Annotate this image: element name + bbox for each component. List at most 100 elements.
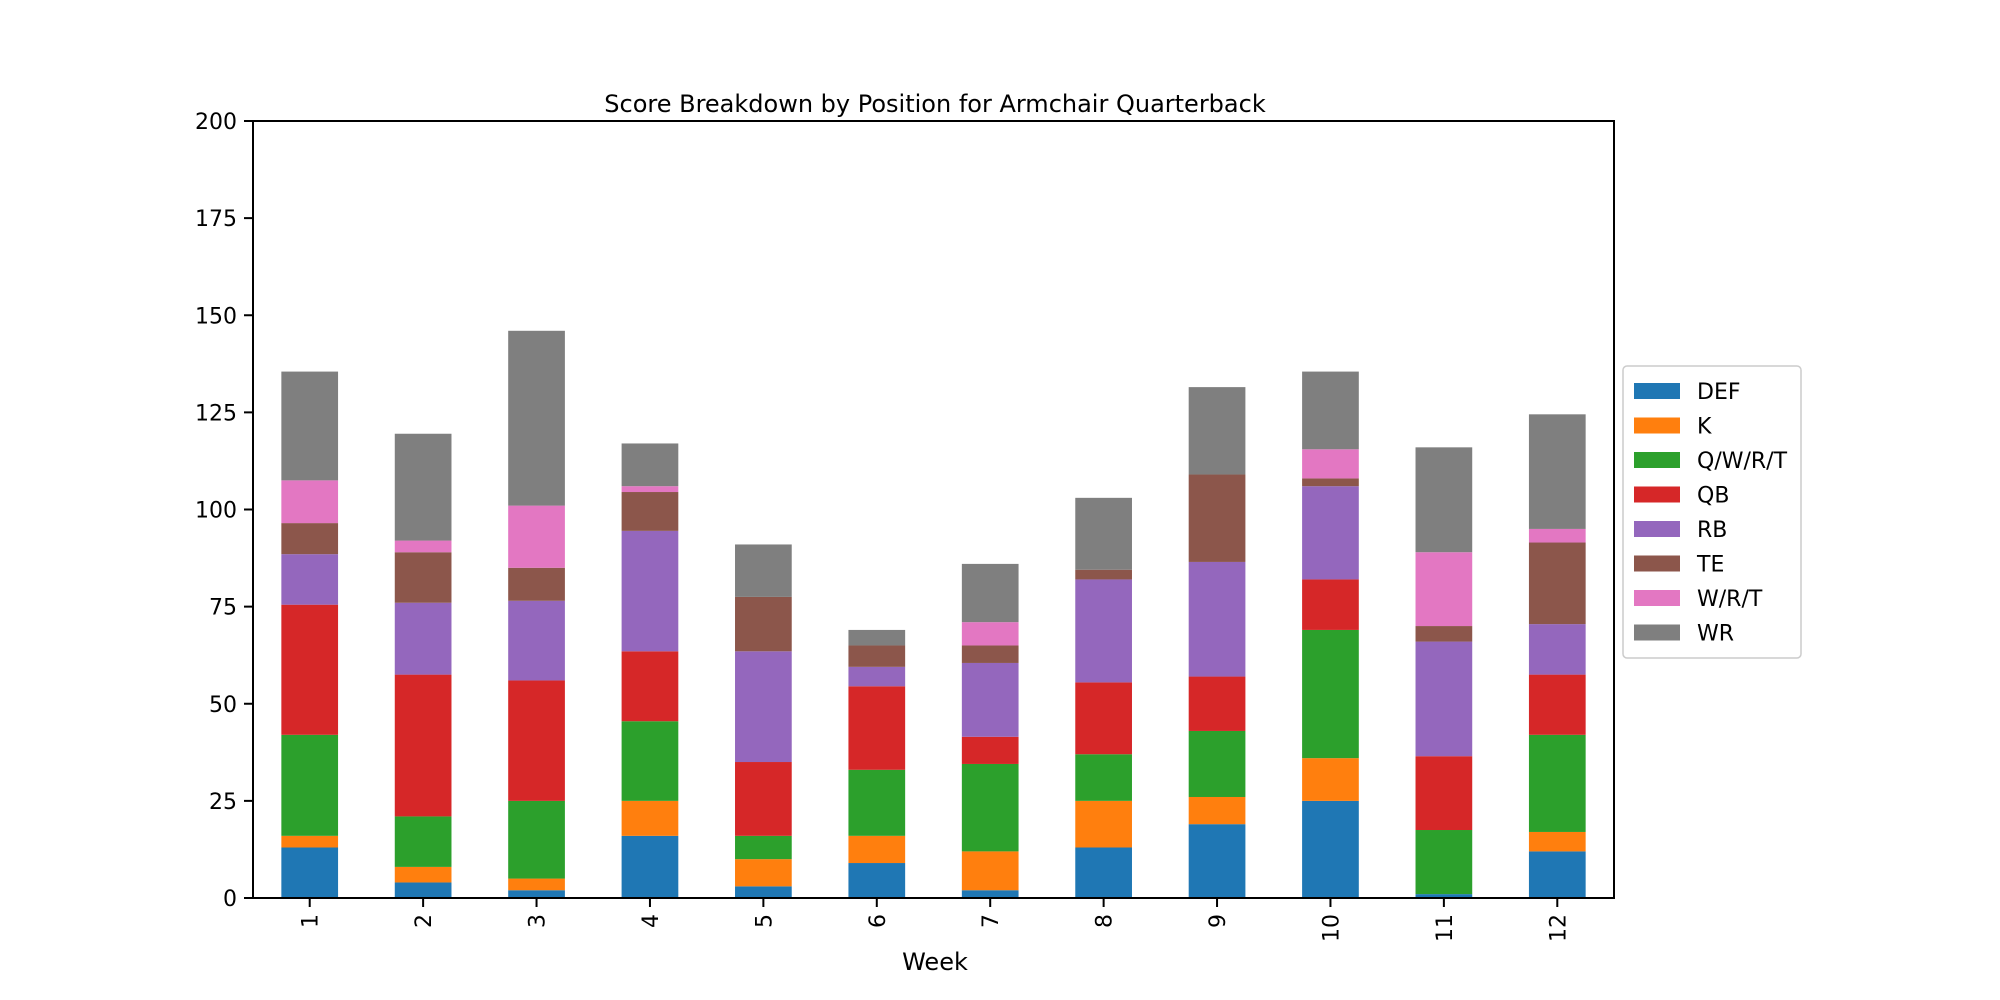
bar-segment-week-10-qb: [1302, 579, 1359, 630]
bar-segment-week-7-wr: [961, 563, 1019, 623]
legend-swatch-qb: [1634, 486, 1680, 503]
bar-segment-week-2-wr: [394, 433, 452, 541]
bar-segment-week-3-def: [508, 890, 565, 898]
bar-segment-week-1-w-r-t: [281, 480, 339, 524]
bar-segment-week-4-rb: [621, 530, 679, 652]
bar-segment-week-3-k: [508, 878, 565, 891]
bar-segment-week-5-wr: [735, 544, 792, 597]
chart-title: Score Breakdown by Position for Armchair…: [604, 90, 1266, 118]
bar-segment-week-11-wr: [1415, 447, 1473, 553]
x-tick-label: 10: [1319, 914, 1344, 942]
bar-segment-week-12-rb: [1528, 624, 1586, 675]
legend-box: [1622, 365, 1802, 659]
bar-segment-week-9-k: [1188, 796, 1246, 825]
bar-segment-week-8-wr: [1075, 497, 1132, 570]
legend-swatch-wr: [1634, 624, 1680, 641]
bar-segment-week-10-def: [1302, 800, 1359, 899]
y-tick-label: 50: [209, 693, 237, 718]
bar-segment-week-11-rb: [1415, 641, 1473, 757]
bar-segment-week-9-rb: [1188, 561, 1246, 677]
bar-segment-week-8-k: [1075, 800, 1132, 848]
bar-segment-week-12-wr: [1528, 414, 1586, 529]
bar-segment-week-11-q-w-r-t: [1415, 830, 1473, 895]
bar-segment-week-7-k: [961, 851, 1019, 891]
legend-swatch-te: [1634, 555, 1680, 572]
legend-swatch-q-w-r-t: [1634, 452, 1680, 468]
bar-segment-week-2-qb: [394, 674, 452, 817]
bar-segment-week-6-k: [848, 835, 906, 864]
bar-segment-week-6-wr: [848, 629, 906, 646]
bar-segment-week-3-w-r-t: [508, 505, 565, 568]
bar-segment-week-2-rb: [394, 602, 452, 675]
bar-segment-week-11-w-r-t: [1415, 552, 1473, 627]
bar-segment-week-8-def: [1075, 847, 1132, 898]
bar-segment-week-12-te: [1528, 542, 1586, 625]
bar-segment-week-11-qb: [1415, 756, 1473, 831]
y-tick-label: 150: [195, 304, 237, 329]
y-tick-label: 25: [209, 790, 237, 815]
bar-segment-week-12-w-r-t: [1528, 528, 1586, 543]
legend-label-w-r-t: W/R/T: [1697, 587, 1763, 612]
bar-segment-week-5-qb: [735, 762, 792, 836]
legend-swatch-rb: [1634, 521, 1680, 537]
x-tick-label: 6: [866, 914, 891, 928]
bar-segment-week-1-def: [281, 847, 339, 898]
legend: DEF K Q/W/R/T QB RB TE W/R/T WR: [1622, 365, 1802, 659]
bar-segment-week-4-qb: [621, 651, 679, 722]
y-tick-label: 100: [195, 499, 237, 524]
bar-segment-week-10-wr: [1302, 371, 1359, 450]
legend-swatch-w-r-t: [1634, 590, 1680, 606]
y-tick-label: 125: [195, 401, 237, 426]
bar-segment-week-1-q-w-r-t: [281, 734, 339, 836]
legend-label-rb: RB: [1697, 518, 1727, 543]
bar-segment-week-9-qb: [1188, 676, 1246, 731]
y-tick-label: 175: [195, 207, 237, 232]
bar-segment-week-10-w-r-t: [1302, 449, 1359, 479]
bar-segment-week-3-qb: [508, 680, 565, 801]
x-tick-label: 5: [752, 914, 777, 928]
y-tick-label: 200: [195, 110, 237, 135]
bar-segment-week-10-q-w-r-t: [1302, 629, 1359, 759]
y-axis: 0 25 50 75 100 125 150 175 200: [195, 110, 253, 912]
bar-segment-week-4-w-r-t: [621, 486, 679, 493]
bar-segment-week-3-rb: [508, 600, 565, 681]
bar-segment-week-8-rb: [1075, 579, 1132, 683]
bar-segment-week-12-qb: [1528, 674, 1586, 735]
legend-label-wr: WR: [1697, 622, 1734, 647]
bar-segment-week-1-k: [281, 835, 339, 848]
bar-segment-week-8-q-w-r-t: [1075, 754, 1132, 801]
bar-segment-week-3-te: [508, 567, 565, 601]
bar-segment-week-3-wr: [508, 330, 565, 506]
x-tick-label: 3: [526, 914, 551, 928]
bar-segment-week-9-q-w-r-t: [1188, 730, 1246, 797]
bar-segment-week-5-rb: [735, 651, 792, 763]
bar-segment-week-7-te: [961, 645, 1019, 663]
legend-swatch-def: [1634, 383, 1680, 399]
x-tick-label: 8: [1093, 914, 1118, 928]
bar-segment-week-7-w-r-t: [961, 622, 1019, 646]
bar-segment-week-9-wr: [1188, 387, 1246, 475]
bar-segment-week-4-q-w-r-t: [621, 721, 679, 801]
legend-label-def: DEF: [1697, 380, 1741, 405]
bar-segment-week-9-te: [1188, 474, 1246, 562]
bar-segment-week-9-def: [1188, 824, 1246, 898]
bar-segment-week-1-qb: [281, 604, 339, 735]
bar-segment-week-6-q-w-r-t: [848, 769, 906, 836]
bar-segment-week-12-q-w-r-t: [1528, 734, 1586, 832]
bar-segment-week-2-q-w-r-t: [394, 816, 452, 867]
bar-segment-week-7-q-w-r-t: [961, 763, 1019, 852]
bar-segment-week-10-rb: [1302, 486, 1359, 580]
bar-segment-week-1-wr: [281, 371, 339, 481]
bar-segment-week-10-k: [1302, 758, 1359, 801]
x-tick-label: 11: [1433, 914, 1458, 942]
plot-frame: [252, 120, 1615, 899]
bar-segment-week-4-te: [621, 492, 679, 531]
legend-swatch-k: [1634, 417, 1680, 434]
bar-segment-week-6-rb: [848, 666, 906, 687]
y-tick-label: 75: [209, 596, 237, 621]
bar-segment-week-5-def: [735, 886, 792, 898]
x-tick-label: 4: [639, 914, 664, 928]
bar-segment-week-1-rb: [281, 554, 339, 605]
legend-label-te: TE: [1696, 553, 1724, 578]
